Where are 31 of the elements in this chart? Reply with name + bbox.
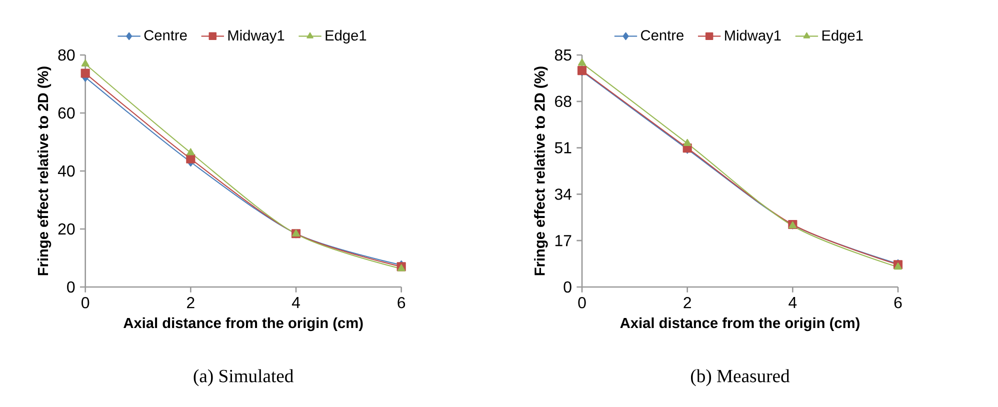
legend-label: Midway1 xyxy=(725,30,781,44)
y-tick-label: 80 xyxy=(58,49,75,61)
y-axis-title: Fringe effect relative to 2D (%) xyxy=(37,66,52,276)
legend-label: Midway1 xyxy=(228,30,284,44)
x-tick-label: 0 xyxy=(82,297,90,308)
x-tick-label: 2 xyxy=(684,297,691,308)
x-tick-label: 4 xyxy=(788,297,797,308)
x-tick-label: 6 xyxy=(894,297,902,308)
y-tick-label: 0 xyxy=(564,281,572,293)
y-tick-label: 17 xyxy=(555,235,572,246)
x-tick-label: 4 xyxy=(292,297,300,308)
legend-label: Edge1 xyxy=(326,30,366,44)
y-tick-label: 0 xyxy=(67,281,75,293)
legend-label: Centre xyxy=(641,30,684,40)
y-tick-label: 40 xyxy=(58,165,75,177)
x-tick-label: 2 xyxy=(187,297,194,308)
x-axis-title: Axial distance from the origin (cm) xyxy=(124,317,363,332)
text: (b) Measured xyxy=(690,369,790,386)
y-axis-title: Fringe effect relative to 2D (%) xyxy=(534,66,548,276)
y-tick-label: 51 xyxy=(554,142,572,154)
x-axis-title: Axial distance from the origin (cm) xyxy=(620,317,860,332)
text: (a) Simulated xyxy=(194,369,294,386)
x-tick-label: 0 xyxy=(578,297,586,308)
y-tick-label: 68 xyxy=(555,96,572,108)
x-tick-label: 6 xyxy=(398,297,406,308)
y-tick-label: 85 xyxy=(554,49,572,61)
y-tick-label: 20 xyxy=(58,223,75,235)
y-tick-label: 34 xyxy=(554,188,572,200)
y-tick-label: 60 xyxy=(58,107,75,119)
legend-label: Centre xyxy=(144,30,187,40)
legend-label: Edge1 xyxy=(822,30,863,44)
